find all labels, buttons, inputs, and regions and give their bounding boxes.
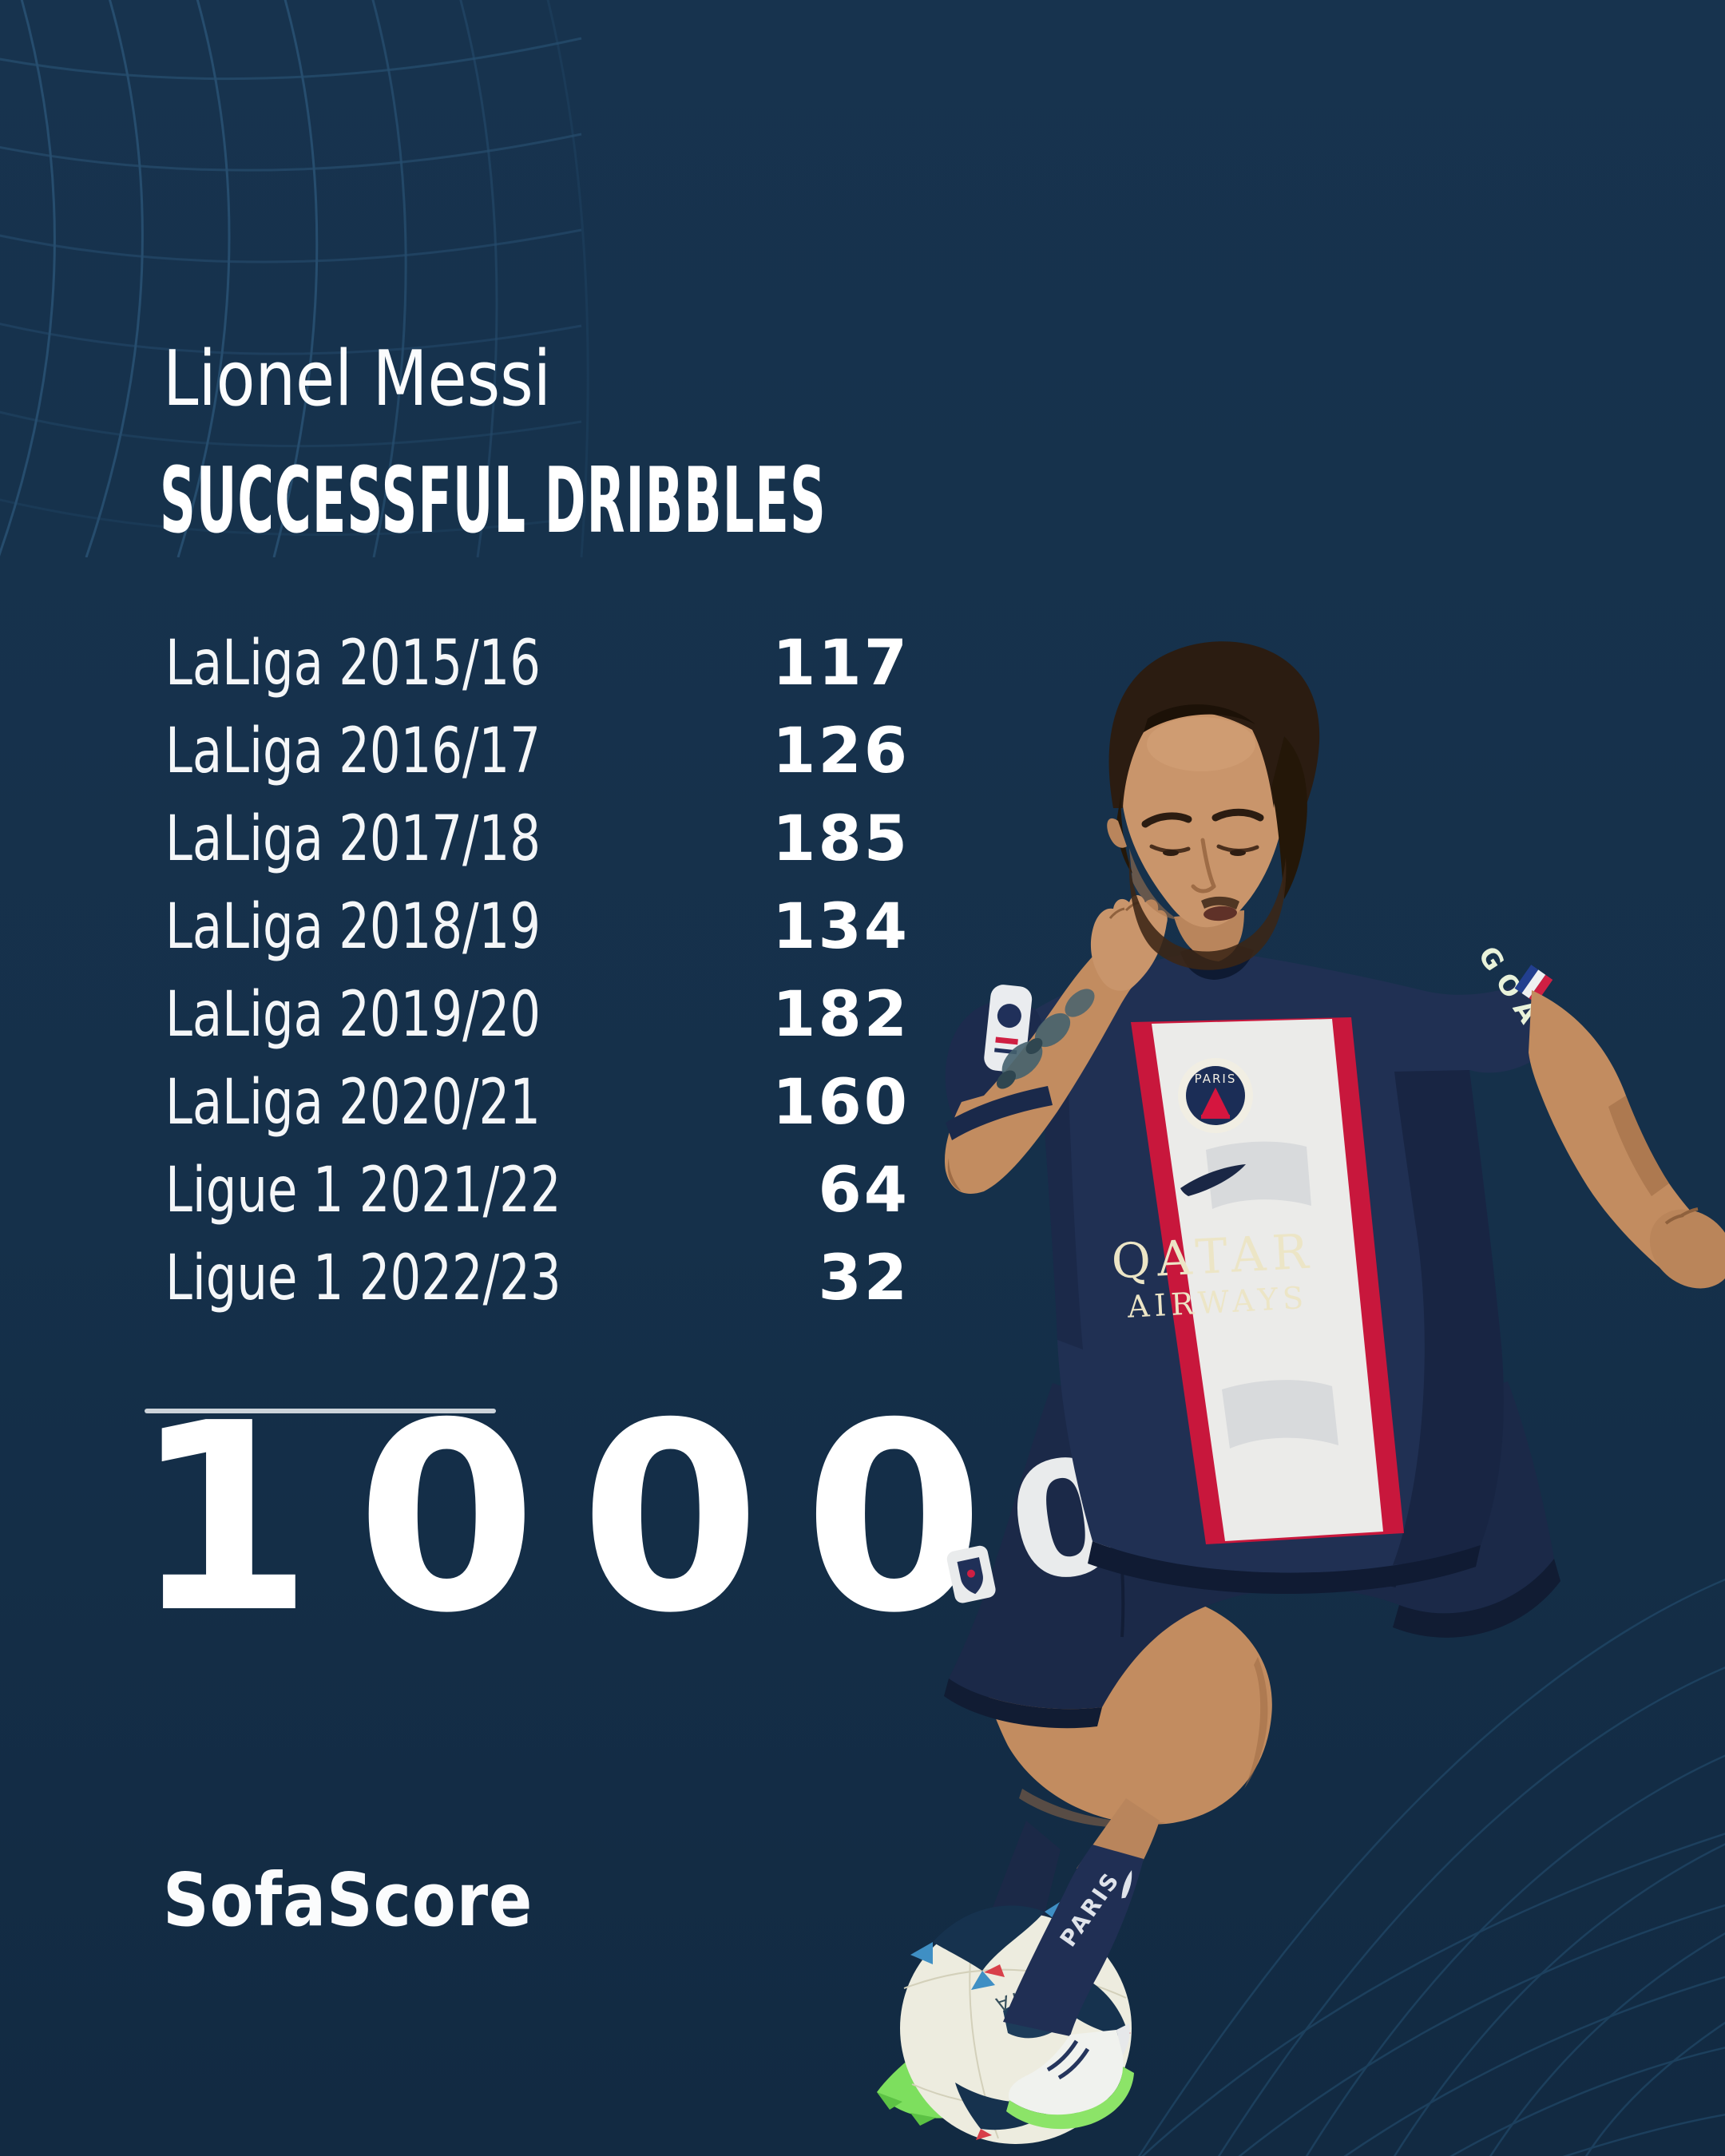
shorts-crest-patch [946,1545,996,1603]
stat-row: LaLiga 2020/21 160 [165,1059,910,1147]
stat-row: LaLiga 2017/18 185 [165,795,910,883]
ear [1107,818,1127,848]
stat-row: LaLiga 2016/17 126 [165,707,910,795]
sock-swoosh-icon [1121,1869,1132,1899]
stat-row: LaLiga 2019/20 182 [165,971,910,1059]
fist [1649,1209,1725,1289]
stat-season-label: LaLiga 2019/20 [165,979,541,1051]
page-title-text: SUCCESSFUL DRIBBLES [160,448,827,553]
head [1107,641,1320,970]
stat-season-label: LaLiga 2016/17 [165,715,541,787]
sponsor-wordmark: QATAR AIRWAYS [1110,1223,1316,1324]
stat-season-label: LaLiga 2015/16 [165,628,541,700]
stats-list: LaLiga 2015/16 117 LaLiga 2016/17 126 La… [165,620,910,1322]
sofascore-logo-text: SofaScore [163,1857,533,1943]
player-name-text: Lionel Messi [163,335,551,423]
total-dribbles-value: 1000 [133,1367,1028,1670]
divider-line [145,1409,496,1413]
stat-season-label: LaLiga 2018/19 [165,891,541,963]
stat-value: 182 [772,979,910,1051]
extended-arm [1529,990,1725,1289]
stat-season-label: LaLiga 2020/21 [165,1067,541,1139]
hair [1108,641,1320,816]
stat-row: Ligue 1 2021/22 64 [165,1147,910,1235]
stat-value: 126 [772,715,910,787]
sponsor-line1: QATAR [1110,1223,1316,1290]
arm-tattoos [996,989,1095,1089]
stat-value: 64 [818,1155,910,1227]
messi-photo: KIPSTA PARIS 0 [877,641,1725,2144]
mouth [1204,906,1237,921]
stat-row: Ligue 1 2022/23 32 [165,1235,910,1322]
stat-value: 160 [772,1067,910,1139]
raised-hand [1090,895,1168,991]
stat-value: 134 [772,891,910,963]
stat-value: 185 [772,803,910,875]
stat-season-label: Ligue 1 2021/22 [165,1155,561,1227]
stat-value: 32 [818,1242,910,1314]
corner-grid-top-left-decoration [0,0,589,557]
page-title: SUCCESSFUL DRIBBLES [160,448,1372,553]
nike-swoosh-icon [1180,1164,1246,1196]
beard [1128,853,1287,970]
stat-season-label: Ligue 1 2022/23 [165,1242,561,1314]
stat-row: LaLiga 2015/16 117 [165,620,910,707]
corner-grid-bottom-right-decoration [1138,1578,1725,2156]
crest-text: PARIS [1195,1072,1237,1086]
stat-season-label: LaLiga 2017/18 [165,803,541,875]
sofascore-logo: SofaScore [163,1857,588,1943]
psg-crest: PARIS [1178,1058,1253,1133]
stat-row: LaLiga 2018/19 134 [165,883,910,971]
player-name-heading: Lionel Messi [163,335,625,423]
tattooed-arm [944,895,1168,1194]
stat-value: 117 [772,628,910,700]
jersey-torso: PARIS QATAR AIRWAYS GOAT [945,941,1564,1595]
